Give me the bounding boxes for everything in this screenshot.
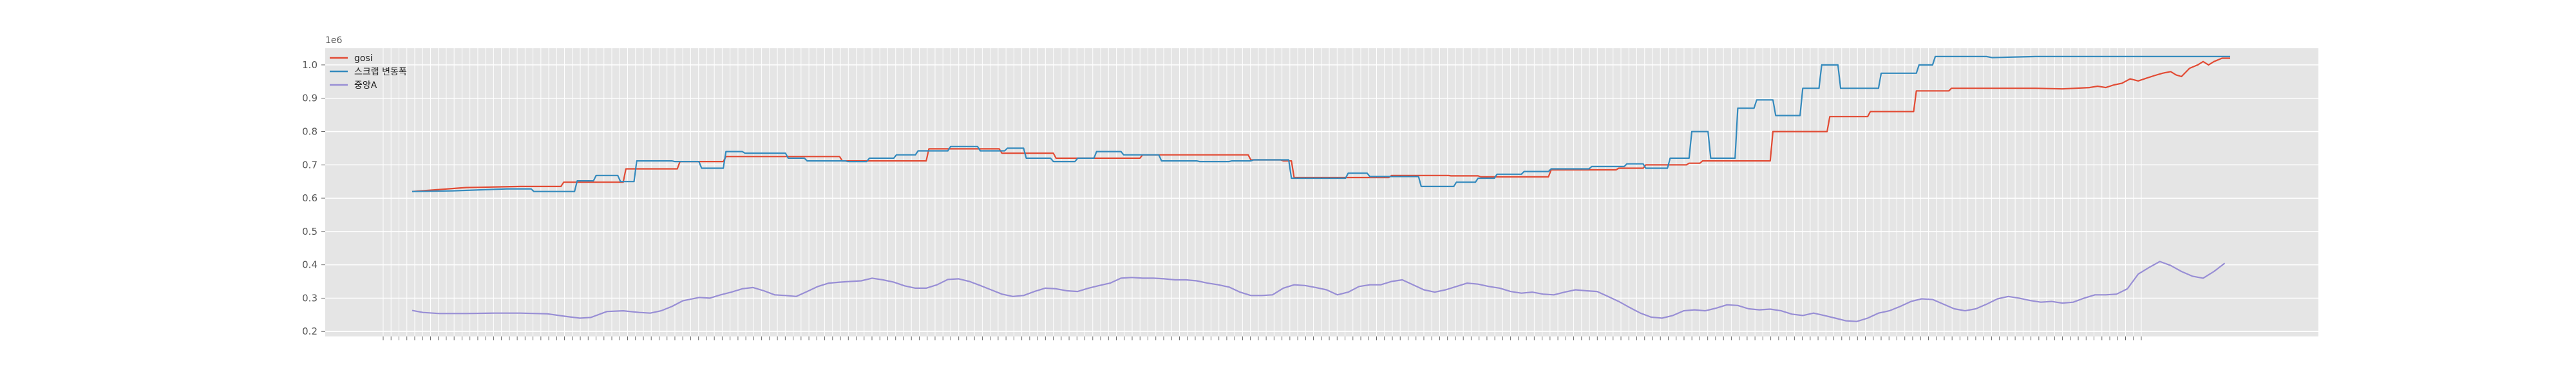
y-axis-ticks: 0.2 0.3 0.4 0.5 0.6 0.7 0.8 0.9 1.0 bbox=[302, 59, 325, 337]
y-tick-label: 0.9 bbox=[302, 93, 317, 104]
series-lines bbox=[412, 55, 2230, 322]
y-tick-label: 0.8 bbox=[302, 125, 317, 137]
y-tick-label: 0.7 bbox=[302, 159, 317, 170]
grid bbox=[325, 48, 2318, 336]
series-line-0 bbox=[412, 57, 2230, 192]
y-axis-multiplier-label: 1e6 bbox=[325, 35, 343, 46]
y-tick-label: 0.4 bbox=[302, 259, 317, 271]
legend-label-2: 중앙A bbox=[354, 80, 377, 91]
x-axis-ticks bbox=[383, 336, 2142, 340]
series-line-2 bbox=[412, 261, 2226, 322]
legend-label-1: 스크랩 변동폭 bbox=[354, 67, 407, 77]
y-tick-label: 0.2 bbox=[302, 326, 317, 337]
plot-background bbox=[325, 48, 2318, 336]
y-tick-label: 1.0 bbox=[302, 59, 317, 71]
y-tick-label: 0.6 bbox=[302, 192, 317, 204]
y-tick-label: 0.3 bbox=[302, 292, 317, 304]
series-line-1 bbox=[412, 55, 2230, 192]
legend-label-0: gosi bbox=[354, 53, 373, 64]
y-tick-label: 0.5 bbox=[302, 226, 317, 237]
